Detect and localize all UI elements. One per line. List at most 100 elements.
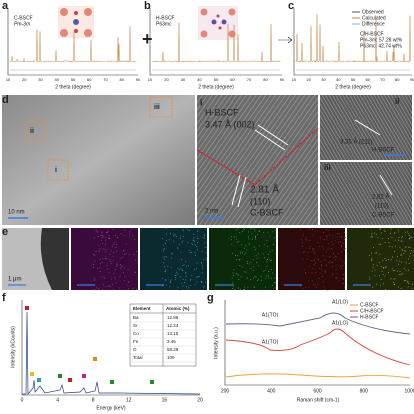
eds-dot [268,275,269,277]
label: 50 [71,77,76,82]
eds-dot [274,277,275,279]
eds-dot [204,234,205,236]
eds-dot [272,272,273,274]
hrtem-iii [320,162,412,225]
eds-dot [239,265,241,266]
eds-dot [253,277,254,279]
eds-dot [233,236,235,238]
eds-dot [101,262,103,263]
eds-dot [404,231,406,233]
label: 100 [167,355,175,360]
eds-dot [170,253,172,255]
label: C-BSCF [14,15,33,21]
eds-dot [311,272,313,274]
eds-dot [108,235,110,236]
label: iii [324,163,331,172]
eds-dot [236,273,238,274]
eds-dot [390,259,392,261]
eds-dot [107,289,109,291]
eds-dot [250,261,252,263]
eds-dot [407,281,409,282]
label: 12.86 [167,315,179,320]
eds-dot [180,238,181,240]
eds-dot [187,265,189,267]
eds-dot [341,251,342,253]
eds-dot [185,272,187,274]
eds-dot [317,283,319,285]
eds-dot [96,231,98,233]
eds-dot [267,231,269,233]
eds-dot [114,277,116,279]
axis [7,8,138,76]
label: 1000 [404,388,414,394]
eds-dot [385,266,387,268]
label: 20 [164,77,169,82]
eds-dot [313,250,315,252]
eds-dot [193,269,195,271]
eds-dot [407,286,409,288]
eds-dot [203,287,205,289]
eds-dot [180,251,182,253]
eds-dot [175,274,177,276]
interface-line [196,127,319,186]
eds-dot [93,289,95,290]
eds-dot [269,251,271,253]
eds-dot [321,246,323,248]
eds-dot [185,286,187,287]
eds-dot [97,268,98,269]
eds-dot [340,241,341,242]
eds-dot [120,233,122,235]
eds-dot [405,234,406,236]
eds-dot [385,260,387,261]
eds-dot [323,232,324,233]
eds-dot [232,288,233,289]
eds-dot [383,229,385,231]
eds-dot [110,278,112,280]
eds-dot [275,237,277,239]
raman-h [225,312,411,335]
eds-dot [127,269,129,270]
label: 13.15 [167,331,179,336]
eds-dot [384,231,386,232]
eds-dot [313,264,315,266]
eds-dot [195,254,196,256]
label: 8 [92,397,95,403]
label: A1(TO) [262,312,279,318]
eds-dot [394,232,395,234]
xrd-pattern [9,26,137,63]
eds-dot [246,261,248,262]
eds-dot [182,240,184,242]
eds-dot [320,272,322,274]
eds-dot [244,247,245,249]
eds-dot [103,248,104,250]
eds-dot [246,249,248,251]
eds-dot [206,259,208,261]
eds-dot [197,235,199,237]
eds-dot [263,235,265,237]
eds-dot [166,233,167,235]
eds-dot [394,239,396,241]
eds-dot [136,251,137,252]
eds-dot [315,287,317,288]
eds-dot [254,275,256,277]
eds-dot [370,235,372,237]
eds-dot [178,269,180,270]
eds-dot [136,289,137,290]
eds-dot [323,239,325,240]
eds-dot [109,260,111,262]
eds-dot [398,231,400,233]
eds-dot [201,282,202,283]
eds-dot [181,241,183,243]
eds-dot [402,273,403,275]
eds-dot [165,269,167,271]
eds-dot [397,256,398,258]
eds-spectrum [22,311,201,395]
eds-dot [235,235,237,237]
eds-dot [252,238,253,240]
eds-dot [101,235,103,236]
eds-dot [162,238,163,239]
eds-dot [166,256,167,258]
eds-dot [196,246,198,247]
eds-dot [380,285,381,287]
eds-dot [193,233,195,235]
